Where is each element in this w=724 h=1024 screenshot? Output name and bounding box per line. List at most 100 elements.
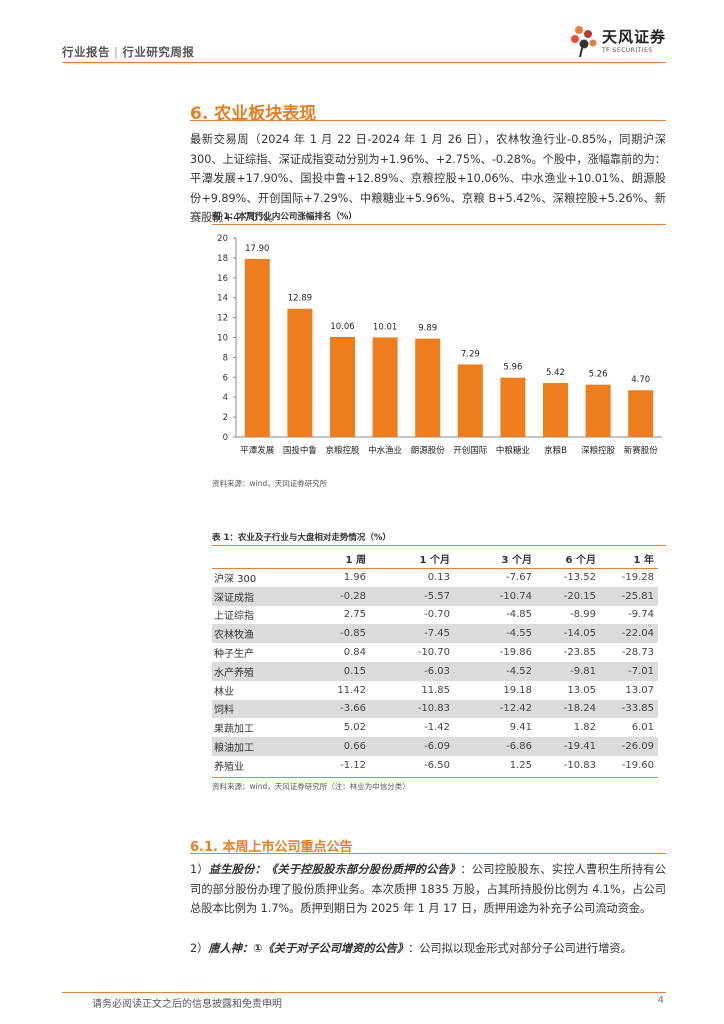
data-label: 10.06 <box>330 322 354 332</box>
announcement-2-text: ：公司拟以现金形式对部分子公司进行增资。 <box>408 942 632 955</box>
table-top-divider <box>212 545 666 546</box>
table-cell: -1.42 <box>424 722 450 734</box>
category-label: 平潭发展 <box>240 445 275 456</box>
table-cell: -8.99 <box>570 609 596 621</box>
table-row: 上证综指 2.75 -0.70 -4.85 -8.99 -9.74 <box>212 606 658 625</box>
table-row: 果蔬加工 5.02 -1.42 9.41 1.82 6.01 <box>212 718 658 737</box>
category-label: 深粮控股 <box>581 445 616 456</box>
table-cell: -19.60 <box>621 759 654 771</box>
table-cell: 11.85 <box>421 684 450 696</box>
table-cell: 上证综指 <box>214 611 254 623</box>
table-cell: 0.66 <box>298 737 370 756</box>
announcement-1: 1）益生股份：《关于控股股东部分股份质押的公告》：公司控股股东、实控人曹积生所持… <box>190 863 666 915</box>
y-tick-label: 10 <box>217 334 228 344</box>
section-intro: 最新交易周（2024 年 1 月 22 日-2024 年 1 月 26 日），农… <box>190 133 666 224</box>
data-label: 5.26 <box>589 370 608 380</box>
table-cell: 2.75 <box>343 609 366 621</box>
table-cell: -28.73 <box>621 647 654 659</box>
bar <box>585 384 611 437</box>
section-divider <box>190 120 666 121</box>
brand-name-en: TF SECURITIES <box>601 47 653 54</box>
table-bottom-divider <box>212 777 658 778</box>
table-cell: -6.86 <box>454 737 536 756</box>
table-header-cell: 1 周 <box>298 549 370 569</box>
table-cell: -10.70 <box>417 647 450 659</box>
announcement-2-prefix: 2） <box>190 942 209 955</box>
table-row: 养殖业 -1.12 -6.50 1.25 -10.83 -19.60 <box>212 756 658 775</box>
table-cell: 深证成指 <box>212 586 298 606</box>
table-cell: -19.28 <box>621 572 654 584</box>
table-cell: -4.52 <box>454 661 536 681</box>
table-cell: 果蔬加工 <box>214 724 254 736</box>
table-cell: -9.81 <box>536 661 600 681</box>
brand-name: 天风证券 <box>601 28 666 46</box>
table-source: 资料来源：wind，天风证券研究所（注：林业为中信分类） <box>212 782 410 791</box>
data-label: 12.89 <box>288 294 312 304</box>
table-header-cell: 6 个月 <box>536 549 600 569</box>
report-subtype: 行业研究周报 <box>122 45 195 59</box>
y-tick-label: 14 <box>217 294 228 304</box>
table-cell: -19.86 <box>499 647 532 659</box>
y-tick-label: 8 <box>223 353 228 363</box>
subsection-divider <box>190 853 666 854</box>
y-tick-label: 16 <box>217 274 228 284</box>
data-label: 4.70 <box>631 375 650 385</box>
table-cell: 5.02 <box>343 722 366 734</box>
table-cell: 种子生产 <box>214 649 254 661</box>
table-cell: 11.42 <box>337 684 366 696</box>
table-cell: -7.67 <box>506 572 532 584</box>
table-cell: 0.13 <box>427 572 450 584</box>
table-cell: 1.96 <box>343 572 366 584</box>
footer-disclaimer: 请务必阅读正文之后的信息披露和免责申明 <box>92 999 282 1010</box>
table-cell: -3.66 <box>298 699 370 719</box>
table-cell: 饲料 <box>212 699 298 719</box>
data-label: 17.90 <box>245 244 269 254</box>
table-cell: -6.50 <box>424 759 450 771</box>
announcement-1-company: 益生股份 <box>208 863 255 876</box>
y-tick-label: 2 <box>223 413 228 423</box>
table-cell: 农林牧渔 <box>212 624 298 644</box>
table-header-cell: 1 个月 <box>370 549 454 569</box>
report-type: 行业报告 <box>62 45 110 59</box>
table-cell: -20.15 <box>536 586 600 606</box>
table-cell: -10.83 <box>370 699 454 719</box>
table-cell: 沪深 300 <box>214 574 257 586</box>
category-label: 中水渔业 <box>368 445 402 456</box>
table-cell: 水产养殖 <box>212 661 298 681</box>
table-row: 深证成指 -0.28 -5.57 -10.74 -20.15 -25.81 <box>212 586 658 606</box>
category-label: 开创国际 <box>453 445 488 456</box>
bar <box>457 364 483 437</box>
table-cell: 13.07 <box>625 684 654 696</box>
bar <box>287 308 313 437</box>
bar <box>244 258 270 437</box>
table-cell: -6.09 <box>370 737 454 756</box>
announcement-2-notice: ①《关于对子公司增资的公告》 <box>253 942 409 955</box>
bar <box>372 337 398 437</box>
announcement-1-notice: 《关于控股股东部分股份质押的公告》 <box>266 863 461 876</box>
report-category: 行业报告 | 行业研究周报 <box>62 44 194 60</box>
table-cell: -10.74 <box>454 586 536 606</box>
table-cell: 9.41 <box>509 722 532 734</box>
category-label: 中粮糖业 <box>496 445 530 456</box>
table-cell: -13.52 <box>563 572 596 584</box>
section-title: 6. 农业板块表现 <box>190 104 317 124</box>
data-label: 7.29 <box>461 349 480 359</box>
table-cell: -0.70 <box>424 609 450 621</box>
table-cell: -33.85 <box>600 699 658 719</box>
header-separator: | <box>114 45 119 59</box>
bar <box>628 390 654 437</box>
table-cell: 林业 <box>214 686 234 698</box>
table-cell: 粮油加工 <box>212 737 298 756</box>
category-label: 国投中鲁 <box>283 445 317 456</box>
table-header-cell: 1 年 <box>600 549 658 569</box>
table-cell: 养殖业 <box>214 761 244 773</box>
table-row: 农林牧渔 -0.85 -7.45 -4.55 -14.05 -22.04 <box>212 624 658 644</box>
table-row: 林业 11.42 11.85 19.18 13.05 13.07 <box>212 681 658 700</box>
footer-divider <box>62 992 666 993</box>
y-tick-label: 6 <box>223 373 228 383</box>
page-number: 4 <box>657 995 664 1006</box>
category-label: 京粮控股 <box>325 445 360 456</box>
table-cell: -25.81 <box>600 586 658 606</box>
